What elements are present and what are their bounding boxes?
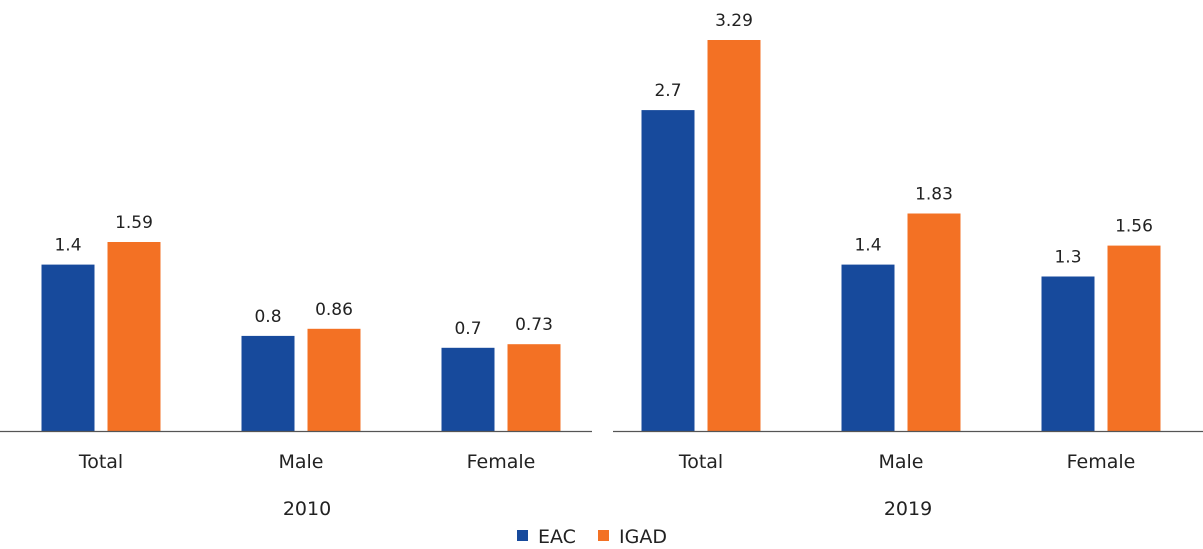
category-label-2010-female: Female <box>467 451 536 473</box>
legend: EAC IGAD <box>517 526 667 548</box>
bar-2010-male-igad <box>307 328 361 431</box>
bar-2010-total-igad <box>107 242 161 431</box>
category-label-2019-male: Male <box>878 451 923 473</box>
category-label-2019-female: Female <box>1067 451 1136 473</box>
value-label-2019-total-igad: 3.29 <box>715 11 753 31</box>
value-label-2010-male-igad: 0.86 <box>315 300 353 320</box>
value-label-2019-female-eac: 1.3 <box>1054 248 1081 268</box>
legend-label-eac: EAC <box>538 526 576 548</box>
bar-2019-female-eac <box>1041 276 1095 431</box>
value-label-2010-total-eac: 1.4 <box>54 236 81 256</box>
bar-2019-male-eac <box>841 264 895 431</box>
category-label-2019-total: Total <box>678 451 723 473</box>
bar-2010-male-eac <box>241 335 295 431</box>
value-label-2010-total-igad: 1.59 <box>115 213 153 233</box>
bar-2019-total-igad <box>707 40 761 431</box>
bar-2019-female-igad <box>1107 245 1161 431</box>
value-label-2019-female-igad: 1.56 <box>1115 217 1153 237</box>
panel-2010: 1.4 1.59 Total 0.8 0.86 Male 0.7 0.73 Female 2010 <box>0 213 592 520</box>
value-label-2019-male-igad: 1.83 <box>915 185 953 205</box>
category-label-2010-male: Male <box>278 451 323 473</box>
legend-label-igad: IGAD <box>619 526 667 548</box>
bar-2010-total-eac <box>41 264 95 431</box>
legend-swatch-eac <box>517 530 528 541</box>
value-label-2019-male-eac: 1.4 <box>854 236 881 256</box>
category-label-2010-total: Total <box>78 451 123 473</box>
value-label-2010-female-igad: 0.73 <box>515 315 553 335</box>
value-label-2010-female-eac: 0.7 <box>454 319 481 339</box>
value-label-2019-total-eac: 2.7 <box>654 81 681 101</box>
bar-2019-male-igad <box>907 213 961 431</box>
group-label-2019: 2019 <box>884 498 932 520</box>
value-label-2010-male-eac: 0.8 <box>254 307 281 327</box>
panel-2019: 2.7 3.29 Total 1.4 1.83 Male 1.3 1.56 Female 2019 <box>613 11 1203 520</box>
bar-2010-female-igad <box>507 344 561 431</box>
group-label-2010: 2010 <box>283 498 331 520</box>
bar-2019-total-eac <box>641 110 695 431</box>
legend-swatch-igad <box>598 530 609 541</box>
bar-2010-female-eac <box>441 347 495 431</box>
